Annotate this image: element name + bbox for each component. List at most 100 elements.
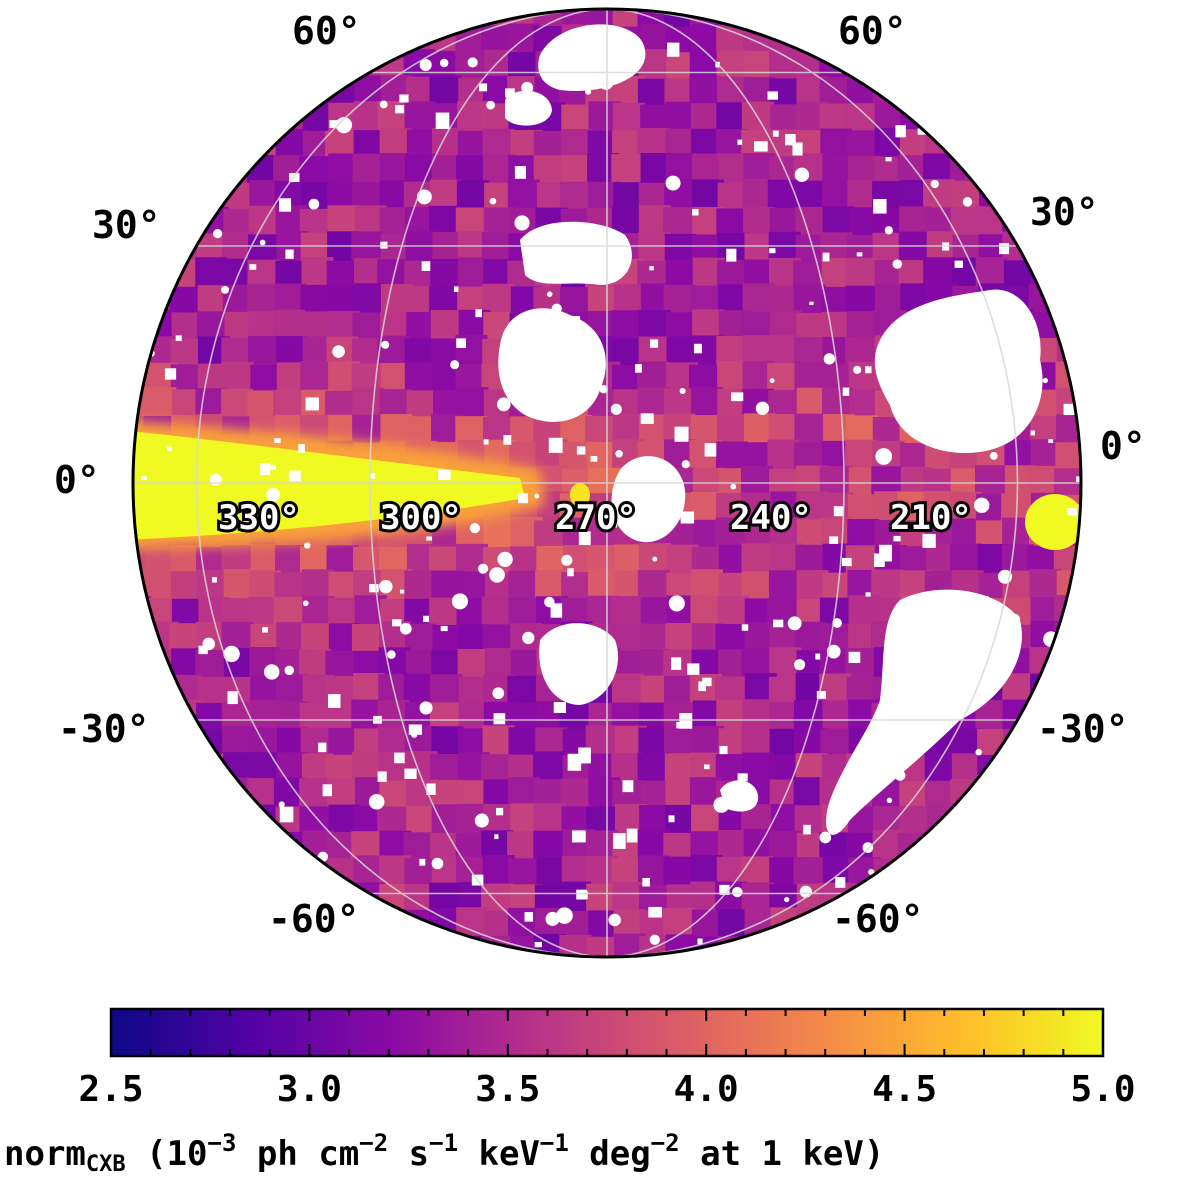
intensity-cell xyxy=(717,414,750,447)
masked-point-source xyxy=(892,259,903,269)
intensity-cell xyxy=(560,960,592,992)
masked-point-source xyxy=(669,475,679,485)
intensity-cell xyxy=(690,595,723,628)
intensity-cell xyxy=(195,51,228,84)
masked-point-source xyxy=(730,483,737,490)
lon-label-240: 240° xyxy=(730,498,812,538)
masked-point-source xyxy=(930,179,939,189)
masked-point-source xyxy=(676,721,683,729)
masked-point-source xyxy=(571,830,586,843)
intensity-cell xyxy=(1056,257,1081,290)
intensity-cell xyxy=(145,51,178,84)
masked-point-source xyxy=(411,731,418,738)
masked-point-source xyxy=(668,815,675,823)
masked-point-source xyxy=(925,601,935,612)
masked-point-source xyxy=(514,215,530,231)
masked-point-source xyxy=(674,426,689,442)
masked-point-source xyxy=(975,748,982,756)
bright-spot-east xyxy=(1025,494,1081,550)
colorbar-title-units: at 1 keV) xyxy=(680,1134,885,1174)
intensity-cell xyxy=(951,51,984,84)
intensity-cell xyxy=(133,25,151,58)
intensity-cell xyxy=(1055,130,1081,163)
masked-point-source xyxy=(489,197,497,205)
masked-point-source xyxy=(697,938,703,945)
colorbar-title-units: (10 xyxy=(126,1134,208,1174)
intensity-cell xyxy=(871,52,904,85)
masked-point-source xyxy=(567,753,582,771)
intensity-cell xyxy=(533,803,566,836)
masked-point-source xyxy=(399,622,412,635)
intensity-cell xyxy=(197,910,230,943)
intensity-cell xyxy=(133,675,153,708)
masked-point-source xyxy=(640,413,654,424)
intensity-cell xyxy=(1082,546,1114,578)
masked-point-source xyxy=(221,285,230,294)
masked-point-source xyxy=(848,651,861,664)
intensity-cell xyxy=(1028,777,1061,810)
masked-point-source xyxy=(816,691,826,699)
colorbar-title-units: s xyxy=(388,1134,429,1174)
masked-point-source xyxy=(822,252,830,262)
masked-point-source xyxy=(868,868,875,876)
masked-point-source xyxy=(211,577,217,583)
masked-point-source xyxy=(496,397,511,412)
masked-point-source xyxy=(379,100,388,109)
intensity-cell xyxy=(744,936,777,957)
masked-point-source xyxy=(1048,439,1054,443)
intensity-cell xyxy=(1057,962,1089,994)
masked-point-source xyxy=(608,913,621,927)
intensity-cell xyxy=(144,725,177,758)
intensity-cell xyxy=(1082,76,1114,108)
masked-point-source xyxy=(479,83,488,92)
intensity-cell xyxy=(1080,571,1081,604)
intensity-cell xyxy=(1080,805,1081,838)
masked-point-source xyxy=(680,511,695,524)
masked-point-source xyxy=(785,133,796,146)
intensity-cell xyxy=(923,910,956,943)
masked-point-source xyxy=(380,241,388,249)
graticule-meridian xyxy=(606,9,1019,957)
intensity-cell xyxy=(404,362,437,395)
masked-point-source xyxy=(581,503,590,510)
intensity-cell xyxy=(1053,676,1081,709)
intensity-cell xyxy=(872,960,904,992)
masked-point-source xyxy=(776,519,783,526)
intensity-cell xyxy=(199,960,231,992)
masked-point-source xyxy=(767,91,778,100)
intensity-cell xyxy=(249,26,282,59)
masked-point-source xyxy=(567,568,574,577)
intensity-cell xyxy=(1082,362,1114,394)
intensity-cell xyxy=(820,960,852,992)
masked-point-source xyxy=(522,631,535,645)
intensity-cell xyxy=(976,26,1009,59)
colorbar-title-units: deg xyxy=(569,1134,651,1174)
colorbar-tick-label: 4.0 xyxy=(674,1069,739,1110)
masked-point-source xyxy=(649,339,659,348)
intensity-cell xyxy=(926,933,959,957)
intensity-cell xyxy=(1055,884,1081,917)
masked-point-source xyxy=(518,493,528,504)
intensity-cell xyxy=(741,543,774,576)
intensity-cell xyxy=(1053,153,1081,186)
intensity-cell xyxy=(247,831,280,864)
masked-point-source xyxy=(737,773,748,782)
masked-point-source xyxy=(576,446,586,455)
masked-source-region xyxy=(611,456,686,543)
intensity-cell xyxy=(1055,231,1081,264)
intensity-cell xyxy=(744,960,776,992)
masked-point-source xyxy=(989,451,998,460)
intensity-cell xyxy=(133,780,151,813)
intensity-cell xyxy=(197,103,230,136)
intensity-cell xyxy=(172,208,205,241)
intensity-cell xyxy=(1056,25,1081,58)
intensity-cell xyxy=(1080,336,1081,369)
intensity-cell xyxy=(273,49,306,82)
masked-point-source xyxy=(209,473,222,486)
intensity-cell xyxy=(639,961,671,993)
intensity-cell xyxy=(768,570,801,603)
intensity-cell xyxy=(507,179,540,212)
masked-point-source xyxy=(141,476,147,480)
intensity-cell xyxy=(196,129,229,162)
intensity-cell xyxy=(1056,753,1081,786)
